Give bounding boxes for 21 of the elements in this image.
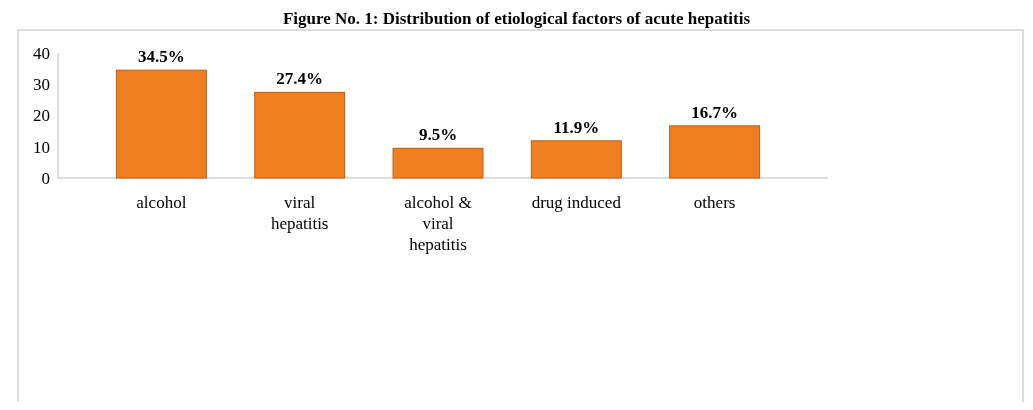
x-tick-label: alcohol & viral hepatitis	[404, 193, 472, 254]
bar	[392, 147, 484, 179]
chart-title: Figure No. 1: Distribution of etiological factors of acute hepatitis	[282, 9, 751, 28]
bar	[254, 91, 346, 179]
bar	[530, 140, 622, 179]
data-label: 16.7%	[691, 102, 739, 122]
data-label: 11.9%	[553, 117, 600, 137]
x-tick-label: drug induced	[531, 193, 622, 212]
y-tick-label: 0	[41, 168, 50, 188]
y-tick-label: 10	[33, 137, 50, 157]
data-label: 34.5%	[137, 47, 185, 67]
y-tick-label: 20	[33, 106, 50, 126]
data-label: 27.4%	[276, 69, 324, 89]
x-tick-label: alcohol	[136, 193, 187, 212]
y-tick-label: 30	[33, 75, 50, 95]
data-label: 9.5%	[418, 125, 458, 145]
x-tick-label: viral hepatitis	[270, 193, 329, 233]
x-tick-label: others	[693, 193, 736, 212]
y-tick-label: 40	[33, 43, 50, 63]
bar	[669, 125, 761, 179]
bar	[115, 69, 207, 179]
